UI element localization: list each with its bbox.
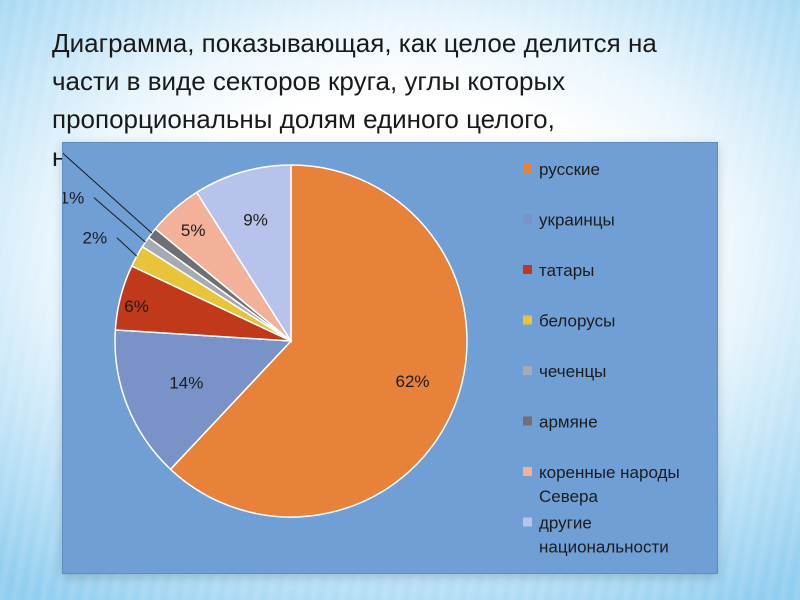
legend-swatch — [523, 265, 532, 274]
pie-slice-другие-национальности — [195, 164, 292, 344]
legend-swatch — [523, 517, 532, 527]
legend-label: русские — [539, 160, 600, 179]
legend-swatch — [523, 214, 532, 224]
pie-chart-area: 62%14%6%2%1%1%5%9%русскиеукраинцытатарыб… — [62, 142, 718, 574]
legend-item: русские — [523, 160, 600, 179]
legend-swatch — [523, 416, 532, 426]
legend-item: украинцы — [523, 211, 615, 230]
legend-item: чеченцы — [523, 362, 606, 381]
leader-line — [116, 237, 138, 257]
legend-label: белорусы — [539, 312, 615, 331]
data-label: 6% — [124, 297, 149, 316]
legend-item: коренные народы Севера — [523, 463, 680, 506]
leader-line — [93, 197, 146, 243]
heading-line: части в виде секторов круга, углы которы… — [52, 66, 566, 96]
legend-swatch — [523, 164, 532, 173]
legend-swatch — [523, 315, 532, 325]
legend-label: Севера — [539, 487, 598, 506]
legend-swatch — [523, 366, 532, 375]
pie-slice-украинцы — [114, 329, 293, 471]
pie-slice-русские — [169, 164, 468, 518]
slide-heading: Диаграмма, показывающая, как целое делит… — [52, 24, 752, 176]
pie-chart: 62%14%6%2%1%1%5%9%русскиеукраинцытатарыб… — [63, 152, 680, 557]
legend-label: национальности — [539, 538, 669, 557]
data-label: 5% — [181, 221, 206, 240]
data-label: 9% — [243, 210, 268, 229]
legend-item: белорусы — [523, 312, 615, 331]
legend-label: татары — [539, 261, 594, 280]
legend-label: коренные народы — [539, 463, 680, 482]
heading-line: Диаграмма, показывающая, как целое делит… — [52, 28, 657, 58]
legend-label: чеченцы — [539, 362, 606, 381]
data-label: 14% — [169, 374, 203, 393]
legend-item: татары — [523, 261, 594, 280]
legend-label: армяне — [539, 413, 598, 432]
legend-label: другие — [539, 514, 592, 533]
legend-item: другие национальности — [523, 514, 669, 557]
legend-swatch — [523, 467, 532, 476]
legend-item: армяне — [523, 413, 598, 432]
heading-line: пропорциональны долям единого целого, — [52, 104, 555, 134]
legend-label: украинцы — [539, 211, 615, 230]
leader-line — [63, 152, 153, 234]
data-label: 1% — [63, 189, 84, 208]
data-label: 2% — [83, 229, 108, 248]
data-label: 62% — [395, 372, 429, 391]
